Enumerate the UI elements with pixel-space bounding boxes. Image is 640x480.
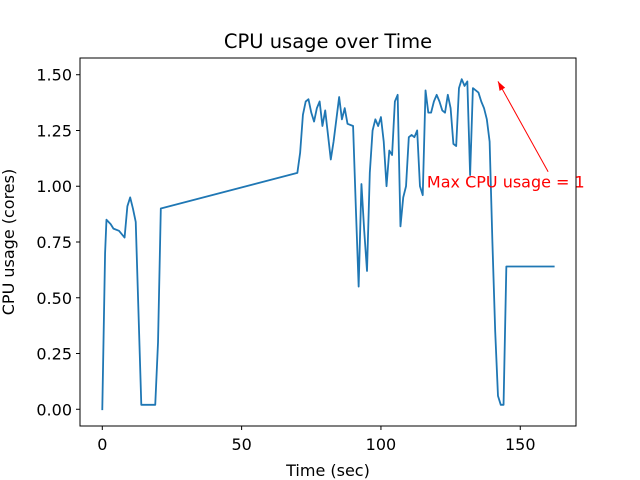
annotation-arrow <box>497 81 549 172</box>
x-tick-label: 100 <box>366 435 397 454</box>
y-tick-label: 1.00 <box>36 177 72 196</box>
x-axis-label: Time (sec) <box>285 461 370 480</box>
annotation-text: Max CPU usage = 1 <box>427 172 585 191</box>
y-tick-label: 0.25 <box>36 345 72 364</box>
plot-frame <box>79 57 577 427</box>
x-axis-ticks: 0 50 100 150 <box>97 426 536 454</box>
y-axis-label: CPU usage (cores) <box>0 169 18 315</box>
annotations: Max CPU usage = 1 <box>427 81 585 191</box>
y-tick-label: 1.50 <box>36 66 72 85</box>
y-tick-label: 0.75 <box>36 233 72 252</box>
x-tick-label: 0 <box>97 435 107 454</box>
chart-title: CPU usage over Time <box>224 30 432 53</box>
x-tick-label: 150 <box>505 435 536 454</box>
y-tick-label: 0.50 <box>36 289 72 308</box>
y-axis-ticks: 0.00 0.25 0.50 0.75 1.00 1.25 1.50 <box>36 66 80 419</box>
plot-area <box>79 57 577 427</box>
x-tick-label: 50 <box>231 435 251 454</box>
annotation-arrowhead <box>497 81 506 91</box>
y-tick-label: 0.00 <box>36 400 72 419</box>
series-line-0 <box>101 78 555 411</box>
y-tick-label: 1.25 <box>36 121 72 140</box>
